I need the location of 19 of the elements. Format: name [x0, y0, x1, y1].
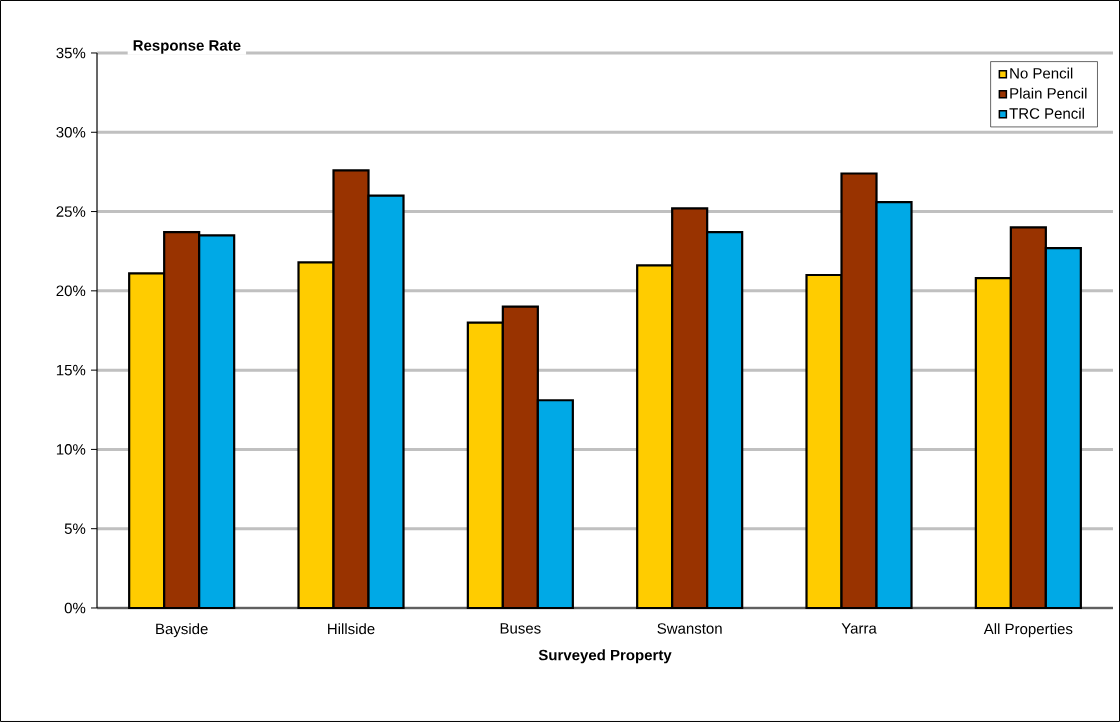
legend-label: No Pencil: [1010, 67, 1073, 79]
chart-title: Response Rate: [133, 40, 241, 54]
x-tick-label: Bayside: [156, 623, 208, 638]
y-tick-label: 35%: [56, 47, 86, 59]
y-tick-label: 30%: [56, 126, 86, 138]
y-tick-label: 25%: [56, 206, 86, 217]
x-axis-title: Surveyed Property: [538, 649, 672, 664]
legend-label: Plain Pencil: [1010, 87, 1087, 99]
x-tick-label: Buses: [500, 623, 541, 634]
x-tick-label: Swanston: [657, 623, 722, 634]
y-tick-label: 5%: [64, 523, 86, 534]
y-tick-label: 15%: [56, 364, 86, 376]
legend-label: TRC Pencil: [1009, 107, 1084, 119]
y-tick-label: 0%: [64, 602, 86, 614]
y-tick-label: 20%: [56, 285, 86, 297]
x-tick-label: All Properties: [983, 623, 1073, 638]
y-tick-label: 10%: [56, 444, 86, 455]
x-tick-label: Yarra: [841, 623, 877, 634]
x-tick-label: Hillside: [328, 623, 375, 635]
